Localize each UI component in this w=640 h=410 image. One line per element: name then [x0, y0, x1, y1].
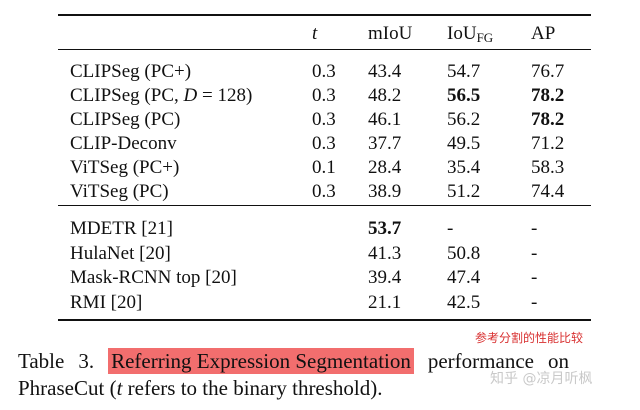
method-text: CLIPSeg (PC, [70, 85, 184, 106]
iou-fg-cell: 42.5 [447, 292, 481, 313]
method-cell: ViTSeg (PC) [70, 181, 169, 202]
caption-text: PhraseCut ( [18, 376, 117, 400]
header-ap: AP [531, 23, 556, 44]
caption-table-number: 3. [78, 349, 95, 373]
method-cell: ViTSeg (PC+) [70, 157, 180, 178]
method-cell: RMI [20] [70, 292, 143, 313]
iou-fg-cell-best: 56.5 [447, 85, 481, 106]
caption-line-2: PhraseCut (t refers to the binary thresh… [18, 375, 383, 401]
iou-fg-cell: 56.2 [447, 109, 481, 130]
method-var: D [183, 85, 198, 106]
ap-cell: - [531, 292, 538, 313]
t-cell: 0.1 [312, 157, 336, 178]
caption-highlight: Referring Expression Segmentation [108, 348, 414, 374]
header-iou-main: IoU [447, 23, 477, 44]
ap-cell-best: 78.2 [531, 85, 565, 106]
iou-fg-cell: 49.5 [447, 133, 481, 154]
iou-fg-cell: - [447, 218, 454, 239]
method-cell: Mask-RCNN top [20] [70, 267, 237, 288]
miou-cell: 39.4 [368, 267, 402, 288]
t-cell: 0.3 [312, 109, 336, 130]
watermark: 知乎 @凉月听枫 [490, 371, 593, 387]
header-iou-fg: IoUFG [447, 23, 493, 45]
ap-cell: 71.2 [531, 133, 565, 154]
caption-table-word: Table [18, 349, 65, 373]
top-rule [58, 14, 591, 16]
miou-cell-best: 53.7 [368, 218, 402, 239]
ap-cell: - [531, 243, 538, 264]
caption-word: performance [427, 349, 534, 373]
ap-cell-best: 78.2 [531, 109, 565, 130]
method-cell: CLIPSeg (PC, D = 128) [70, 85, 252, 107]
miou-cell: 43.4 [368, 61, 402, 82]
caption-text-end: refers to the binary threshold). [122, 376, 383, 400]
header-miou: mIoU [368, 23, 413, 44]
header-t: t [312, 23, 318, 44]
header-iou-sub: FG [476, 30, 494, 45]
miou-cell: 37.7 [368, 133, 402, 154]
t-cell: 0.3 [312, 61, 336, 82]
header-rule [58, 49, 591, 50]
iou-fg-cell: 35.4 [447, 157, 481, 178]
miou-cell: 48.2 [368, 85, 402, 106]
caption-var-t: t [116, 376, 123, 400]
t-cell: 0.3 [312, 133, 336, 154]
t-cell: 0.3 [312, 85, 336, 106]
caption-line-1: Table 3. Referring Expression Segmentation… [18, 348, 569, 374]
iou-fg-cell: 54.7 [447, 61, 481, 82]
method-cell: HulaNet [20] [70, 243, 171, 264]
ap-cell: - [531, 267, 538, 288]
method-cell: MDETR [21] [70, 218, 173, 239]
ap-cell: 76.7 [531, 61, 565, 82]
ap-cell: 74.4 [531, 181, 565, 202]
annotation-note: 参考分割的性能比较 [475, 331, 584, 345]
miou-cell: 46.1 [368, 109, 402, 130]
t-cell: 0.3 [312, 181, 336, 202]
bottom-rule [58, 319, 591, 321]
miou-cell: 38.9 [368, 181, 402, 202]
method-cell: CLIP-Deconv [70, 133, 177, 154]
method-text-end: = 128) [197, 85, 253, 106]
miou-cell: 21.1 [368, 292, 402, 313]
iou-fg-cell: 47.4 [447, 267, 481, 288]
group-rule [58, 205, 591, 206]
method-cell: CLIPSeg (PC) [70, 109, 181, 130]
ap-cell: 58.3 [531, 157, 565, 178]
ap-cell: - [531, 218, 538, 239]
miou-cell: 28.4 [368, 157, 402, 178]
iou-fg-cell: 51.2 [447, 181, 481, 202]
iou-fg-cell: 50.8 [447, 243, 481, 264]
caption-word-on: on [547, 349, 569, 373]
method-cell: CLIPSeg (PC+) [70, 61, 192, 82]
miou-cell: 41.3 [368, 243, 402, 264]
